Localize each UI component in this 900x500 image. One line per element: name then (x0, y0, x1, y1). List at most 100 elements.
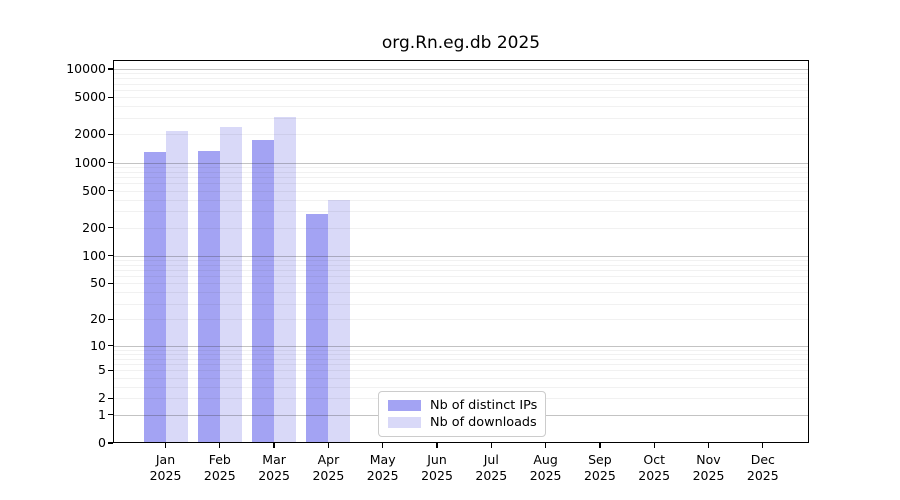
y-tick-label-1: 1 (98, 406, 106, 422)
x-tick-year: 2025 (366, 468, 399, 483)
gridline-major-1000 (113, 162, 809, 164)
gridline-minor-800 (113, 171, 809, 173)
y-tick-200 (108, 227, 113, 229)
x-tick-apr (327, 443, 329, 448)
x-tick-month: Sep (588, 452, 612, 467)
legend-item-downloads: Nb of downloads (388, 415, 537, 431)
gridline-minor-30 (113, 303, 809, 305)
gridline-minor-5000 (113, 97, 809, 99)
y-tick-label-0: 0 (98, 435, 106, 450)
x-tick-month: Aug (533, 452, 558, 467)
x-tick-label-apr: Apr 2025 (296, 452, 360, 484)
bar-distinct-ips-apr (306, 214, 329, 443)
bar-downloads-mar (274, 117, 297, 443)
legend-label-distinct-ips: Nb of distinct IPs (430, 397, 538, 413)
y-tick-50 (108, 282, 113, 284)
x-tick-feb (219, 443, 221, 448)
gridline-minor-700 (113, 176, 809, 178)
x-tick-aug (544, 443, 547, 448)
x-tick-may (382, 443, 384, 448)
gridline-minor-500 (113, 190, 809, 192)
gridline-minor-9 (113, 349, 809, 351)
gridline-major-10000 (113, 69, 809, 70)
x-tick-month: May (369, 452, 396, 467)
legend-item-distinct-ips: Nb of distinct IPs (388, 397, 538, 413)
gridline-minor-600 (113, 183, 809, 185)
y-tick-label-5: 5 (98, 362, 106, 378)
gridline-minor-90 (113, 259, 809, 261)
x-tick-year: 2025 (638, 468, 671, 483)
x-tick-dec (762, 443, 764, 448)
y-tick-0 (108, 442, 113, 444)
bar-distinct-ips-jan (143, 151, 166, 443)
y-tick-label-20: 20 (90, 311, 106, 327)
y-tick-label-10: 10 (90, 337, 106, 353)
gridline-minor-7000 (113, 83, 809, 85)
gridline-minor-9000 (113, 73, 809, 75)
y-tick-label-50: 50 (90, 275, 106, 291)
y-tick-500 (108, 189, 113, 192)
gridline-minor-900 (113, 166, 809, 168)
x-tick-year: 2025 (149, 468, 182, 483)
gridline-minor-4000 (113, 106, 809, 108)
x-tick-label-nov: Nov 2025 (677, 452, 741, 484)
x-tick-label-may: May 2025 (351, 452, 415, 484)
y-tick-label-2: 2 (98, 390, 106, 406)
gridline-minor-40 (113, 292, 809, 294)
x-tick-year: 2025 (312, 468, 345, 483)
gridline-minor-6 (113, 364, 809, 365)
x-tick-month: Dec (750, 452, 775, 467)
bar-distinct-ips-feb (197, 150, 220, 443)
x-tick-month: Oct (643, 452, 665, 467)
x-tick-label-jun: Jun 2025 (405, 452, 469, 484)
y-tick-1000 (108, 161, 113, 164)
y-tick-1 (108, 414, 113, 416)
legend-label-downloads: Nb of downloads (430, 415, 537, 431)
x-tick-label-oct: Oct 2025 (622, 452, 686, 484)
x-tick-label-aug: Aug 2025 (514, 452, 578, 484)
bar-downloads-apr (328, 199, 351, 443)
y-tick-5000 (108, 96, 113, 98)
gridline-minor-3000 (113, 117, 809, 119)
y-tick-label-500: 500 (82, 182, 106, 198)
x-tick-year: 2025 (746, 468, 779, 483)
x-tick-year: 2025 (529, 468, 562, 483)
legend-swatch-distinct-ips (388, 399, 421, 411)
plot-area: 0 1 2 5 10 20 50 100 200 500 1000 2000 5000 10000 Jan 2… (66, 60, 809, 483)
y-tick-label-5000: 5000 (74, 89, 106, 105)
x-tick-year: 2025 (421, 468, 453, 483)
x-tick-label-jan: Jan 2025 (134, 452, 198, 484)
gridline-major-10 (113, 345, 809, 347)
bar-downloads-jan (165, 131, 188, 443)
x-tick-jul (490, 443, 492, 448)
gridline-minor-5 (113, 370, 809, 372)
y-tick-20 (108, 318, 113, 320)
bar-downloads-feb (219, 127, 242, 443)
y-tick-10000 (108, 68, 113, 70)
x-tick-month: Jan (155, 452, 176, 467)
x-tick-sep (599, 443, 601, 448)
x-tick-label-mar: Mar 2025 (242, 452, 306, 484)
bar-distinct-ips-mar (252, 139, 275, 443)
x-tick-label-feb: Feb 2025 (188, 452, 252, 484)
legend-swatch-downloads (388, 417, 421, 429)
y-tick-label-1000: 1000 (74, 154, 106, 170)
y-tick-100 (108, 254, 113, 257)
gridline-minor-400 (113, 199, 809, 201)
x-tick-year: 2025 (258, 468, 290, 483)
y-tick-10 (108, 345, 113, 347)
gridline-minor-60 (113, 276, 809, 278)
x-tick-nov (707, 443, 710, 448)
legend: Nb of distinct IPs Nb of downloads (378, 391, 546, 437)
gridline-minor-70 (113, 269, 809, 271)
x-tick-mar (273, 443, 275, 448)
y-tick-label-10000: 10000 (66, 61, 106, 76)
gridline-minor-200 (113, 227, 809, 229)
gridline-minor-4 (113, 377, 809, 379)
x-tick-year: 2025 (203, 468, 236, 483)
gridline-major-100 (113, 255, 809, 257)
x-tick-jan (164, 443, 167, 448)
x-tick-month: Nov (696, 452, 721, 467)
y-tick-2000 (108, 133, 113, 135)
